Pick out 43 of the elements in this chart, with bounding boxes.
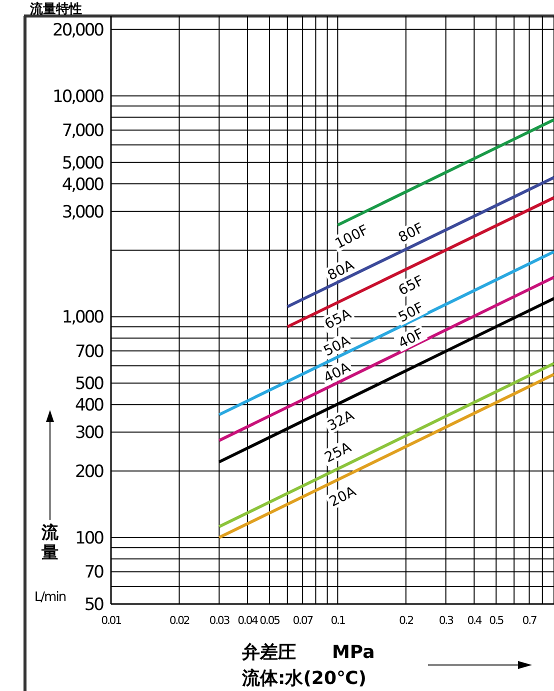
y-tick-label: 4,000 (62, 174, 104, 195)
y-tick-label: 400 (75, 396, 104, 416)
x-tick-label: 0.7 (522, 614, 538, 627)
annotation: 40A (321, 360, 354, 387)
annotation: 32A (325, 408, 358, 434)
annotation: 25A (322, 439, 354, 466)
y-tick-label: 10,000 (52, 86, 104, 107)
y-tick-label: 700 (75, 342, 104, 362)
annotation: 40F (396, 326, 426, 352)
chart-title: 流量特性 (29, 1, 82, 17)
y-tick-label: 3,000 (62, 202, 104, 222)
x-tick-label: 0.5 (489, 614, 504, 627)
y-tick-label: 7,000 (62, 121, 104, 142)
annotation: 50F (396, 300, 426, 326)
y-tick-label: 5,000 (62, 153, 104, 174)
text: L/min (34, 590, 66, 605)
x-tick-label: 0.05 (260, 614, 280, 627)
x-tick-label: 0.3 (438, 614, 454, 627)
annotation: 65F (396, 273, 426, 300)
annotation: 80A (325, 257, 358, 284)
y-tick-label: 500 (75, 374, 104, 394)
text: 流体:水(20℃) (241, 668, 366, 689)
annotation: 50A (321, 332, 354, 360)
y-tick-label: 20,000 (52, 20, 104, 40)
y-tick-label: 50 (84, 595, 104, 615)
y-axis-title: 流量 (40, 523, 60, 563)
y-tick-label: 100 (75, 528, 104, 549)
x-tick-label: 0.02 (169, 614, 190, 627)
x-tick-label: 0.03 (209, 614, 230, 627)
x-tick-label: 0.04 (238, 614, 259, 627)
y-tick-label: 1,000 (62, 308, 104, 328)
y-tick-label: 300 (75, 423, 104, 444)
x-tick-label: 0.01 (101, 614, 122, 627)
x-tick-label: 0.4 (467, 614, 482, 627)
annotation: 20A (327, 483, 360, 510)
annotation: 80F (396, 220, 426, 246)
x-tick-label: 0.1 (330, 614, 345, 627)
annotation: 65A (322, 306, 354, 333)
x-tick-label: 0.2 (398, 614, 414, 627)
x-axis-title: 弁差圧 MPa (241, 642, 375, 663)
y-tick-label: 200 (75, 462, 104, 482)
y-tick-label: 70 (84, 562, 104, 583)
x-tick-label: 0.07 (292, 614, 314, 627)
